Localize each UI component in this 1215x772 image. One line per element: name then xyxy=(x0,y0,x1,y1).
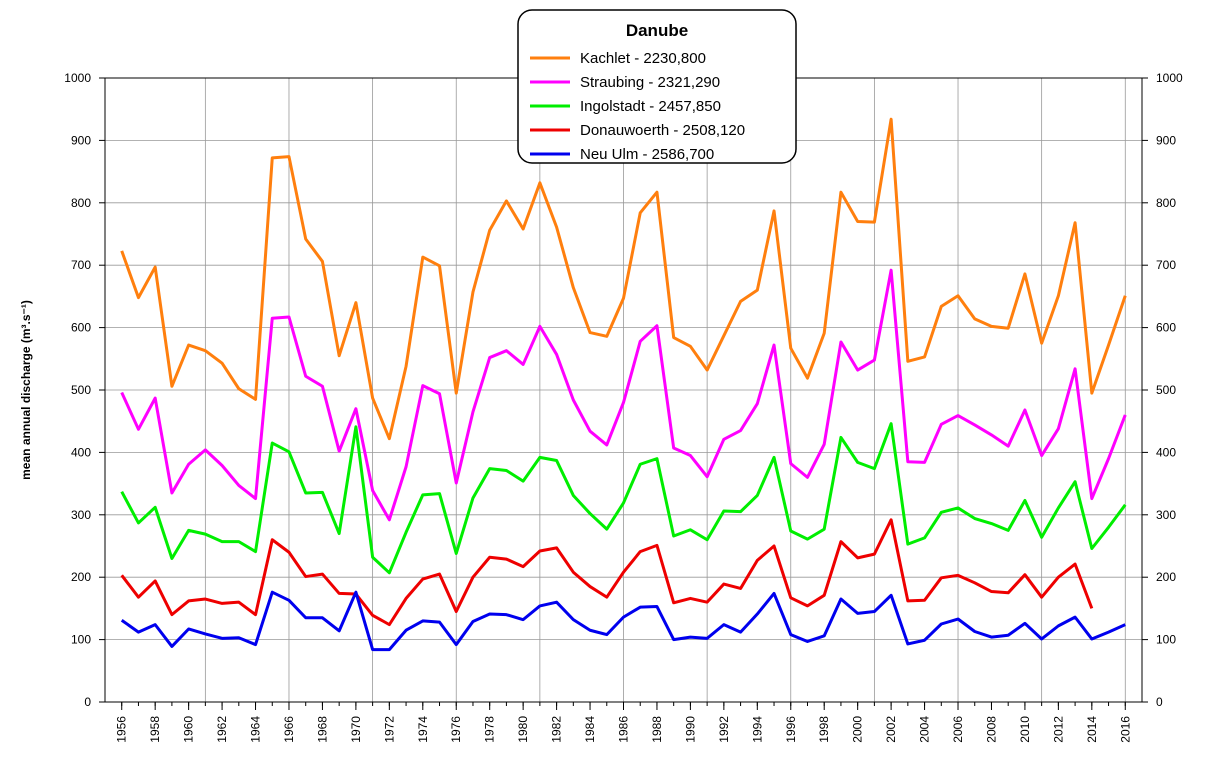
y-tick-label: 900 xyxy=(71,133,91,147)
x-tick-label: 2004 xyxy=(918,716,932,743)
y2-tick-label: 200 xyxy=(1156,570,1176,584)
series-line xyxy=(120,518,1094,627)
y-tick-label: 500 xyxy=(71,383,91,397)
series-line xyxy=(120,268,1127,522)
x-tick-label: 1986 xyxy=(617,716,631,743)
x-tick-label: 2008 xyxy=(984,716,998,743)
x-tick-label: 1984 xyxy=(583,716,597,743)
x-tick-label: 1976 xyxy=(449,716,463,743)
x-tick-label: 1982 xyxy=(550,716,564,743)
y2-tick-label: 100 xyxy=(1156,633,1176,647)
y-tick-label: 700 xyxy=(71,258,91,272)
x-tick-label: 2002 xyxy=(884,716,898,743)
x-tick-label: 1970 xyxy=(349,716,363,743)
x-tick-label: 2006 xyxy=(951,716,965,743)
y-tick-label: 1000 xyxy=(64,71,91,85)
series-line xyxy=(120,117,1127,441)
x-tick-label: 1974 xyxy=(416,716,430,743)
x-tick-label: 1990 xyxy=(683,716,697,743)
legend-label: Ingolstadt - 2457,850 xyxy=(580,98,721,115)
legend-label: Kachlet - 2230,800 xyxy=(580,50,706,67)
series-line xyxy=(120,422,1127,575)
legend-label: Neu Ulm - 2586,700 xyxy=(580,146,714,163)
y-tick-label: 300 xyxy=(71,508,91,522)
y2-tick-label: 700 xyxy=(1156,258,1176,272)
legend-box xyxy=(517,9,797,164)
x-tick-label: 1994 xyxy=(750,716,764,743)
y2-tick-label: 1000 xyxy=(1156,71,1183,85)
x-tick-label: 1962 xyxy=(215,716,229,743)
y-tick-label: 200 xyxy=(71,570,91,584)
x-tick-label: 2010 xyxy=(1018,716,1032,743)
x-tick-label: 1998 xyxy=(817,716,831,743)
x-tick-label: 2012 xyxy=(1051,716,1065,743)
y2-tick-label: 500 xyxy=(1156,383,1176,397)
x-tick-label: 1972 xyxy=(382,716,396,743)
y2-tick-label: 0 xyxy=(1156,695,1163,709)
y-tick-label: 800 xyxy=(71,196,91,210)
series-line xyxy=(120,590,1126,652)
legend-label: Donauwoerth - 2508,120 xyxy=(580,122,745,139)
x-tick-label: 2016 xyxy=(1118,716,1132,743)
x-tick-label: 1968 xyxy=(315,716,329,743)
x-tick-label: 1992 xyxy=(717,716,731,743)
y2-tick-label: 300 xyxy=(1156,508,1176,522)
x-tick-label: 2014 xyxy=(1085,716,1099,743)
y-tick-label: 600 xyxy=(71,321,91,335)
x-tick-label: 1988 xyxy=(650,716,664,743)
y-axis-label: mean annual discharge (m³.s⁻¹) xyxy=(19,300,33,480)
x-tick-label: 1978 xyxy=(483,716,497,743)
legend-title: Danube xyxy=(626,21,688,40)
x-tick-label: 1956 xyxy=(115,716,129,743)
x-tick-label: 1996 xyxy=(784,716,798,743)
y-tick-label: 100 xyxy=(71,633,91,647)
x-tick-label: 1958 xyxy=(148,716,162,743)
x-tick-label: 1966 xyxy=(282,716,296,743)
legend-label: Straubing - 2321,290 xyxy=(580,74,720,91)
y2-tick-label: 800 xyxy=(1156,196,1176,210)
y2-tick-label: 900 xyxy=(1156,133,1176,147)
y-tick-label: 0 xyxy=(84,695,91,709)
x-tick-label: 2000 xyxy=(851,716,865,743)
x-tick-label: 1960 xyxy=(182,716,196,743)
y-tick-label: 400 xyxy=(71,445,91,459)
y2-tick-label: 400 xyxy=(1156,445,1176,459)
y2-tick-label: 600 xyxy=(1156,321,1176,335)
x-tick-label: 1980 xyxy=(516,716,530,743)
x-tick-label: 1964 xyxy=(249,716,263,743)
